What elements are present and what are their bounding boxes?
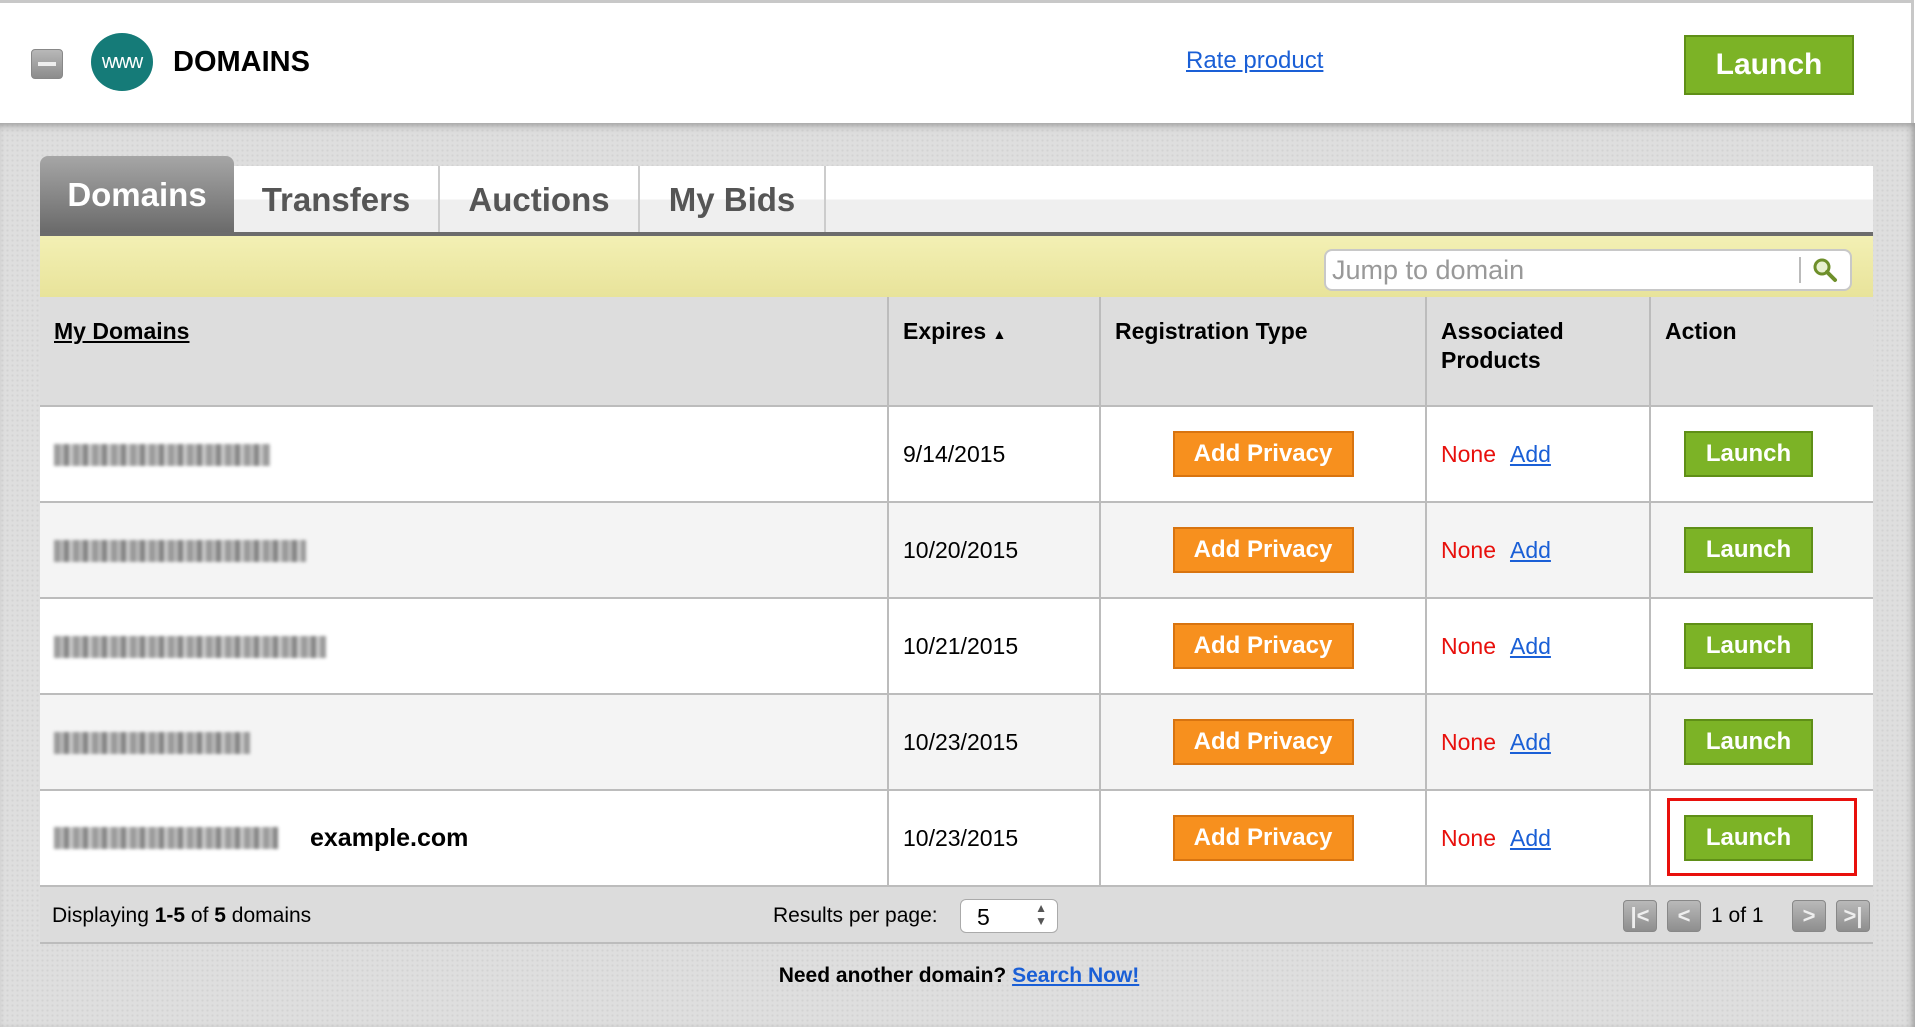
sort-ascending-icon: ▲ [992,326,1007,342]
rate-product-link[interactable]: Rate product [1186,47,1324,74]
domain-cell [40,598,889,695]
column-registration-type: Registration Type [1100,297,1427,407]
add-privacy-button[interactable]: Add Privacy [1172,623,1354,669]
add-product-link[interactable]: Add [1509,536,1551,563]
table-row: 10/20/2015 Add Privacy None Add Launch [40,502,1873,599]
launch-button-header[interactable]: Launch [1684,35,1854,95]
displaying-count: Displaying 1-5 of 5 domains [52,904,312,927]
results-per-page-select[interactable]: 5 ▲ ▼ [960,899,1058,933]
column-expires[interactable]: Expires ▲ [888,297,1101,407]
action-cell: Launch [1650,598,1873,695]
table-row: 10/21/2015 Add Privacy None Add Launch [40,598,1873,695]
products-none: None [1441,632,1496,659]
launch-button[interactable]: Launch [1684,431,1813,477]
page-indicator: 1 of 1 [1711,904,1764,927]
add-privacy-button[interactable]: Add Privacy [1172,431,1354,477]
search-now-link[interactable]: Search Now! [1012,964,1140,987]
previous-page-button[interactable]: < [1667,900,1701,932]
add-product-link[interactable]: Add [1509,632,1551,659]
collapse-icon[interactable] [31,49,63,79]
redacted-domain-name[interactable] [54,732,250,755]
last-page-button[interactable]: >| [1836,900,1870,932]
tab-domains[interactable]: Domains [40,156,234,233]
add-product-link[interactable]: Add [1509,440,1551,467]
tab-bar [40,166,1873,233]
products-cell: None Add [1426,694,1651,791]
highlight-box [1667,798,1857,876]
domains-table: My Domains Expires ▲ Registration Type A… [40,297,1873,887]
column-my-domains[interactable]: My Domains [40,297,889,407]
tab-transfers[interactable]: Transfers [234,166,440,233]
next-page-button[interactable]: > [1792,900,1826,932]
expires-cell: 9/14/2015 [888,406,1101,503]
domain-annotation: example.com [310,823,469,852]
tab-underline [40,232,1873,236]
action-cell: Launch [1650,502,1873,599]
table-row: 9/14/2015 Add Privacy None Add Launch [40,406,1873,503]
launch-button[interactable]: Launch [1684,719,1813,765]
registration-cell: Add Privacy [1100,406,1427,503]
redacted-domain-name[interactable] [54,540,306,563]
redacted-domain-name[interactable] [54,444,270,467]
app-header [0,0,1914,123]
table-row: example.com 10/23/2015 Add Privacy None A… [40,790,1873,887]
add-product-link[interactable]: Add [1509,824,1551,851]
domain-cell [40,694,889,791]
launch-button[interactable]: Launch [1684,527,1813,573]
registration-cell: Add Privacy [1100,598,1427,695]
domain-cell [40,406,889,503]
action-cell: Launch [1650,694,1873,791]
products-cell: None Add [1426,598,1651,695]
add-privacy-button[interactable]: Add Privacy [1172,815,1354,861]
need-another-domain: Need another domain? Search Now! [778,964,1140,987]
redacted-domain-name[interactable] [54,827,278,850]
expires-cell: 10/21/2015 [888,598,1101,695]
table-row: 10/23/2015 Add Privacy None Add Launch [40,694,1873,791]
domain-cell: example.com [40,790,889,887]
products-none: None [1441,728,1496,755]
products-cell: None Add [1426,406,1651,503]
registration-cell: Add Privacy [1100,790,1427,887]
search-divider [1799,257,1801,283]
column-associated-products: Associated Products [1426,297,1651,407]
www-globe-icon: www [91,33,153,91]
products-none: None [1441,440,1496,467]
table-footer: Displaying 1-5 of 5 domains Results per … [40,887,1873,944]
tab-my-bids[interactable]: My Bids [640,166,826,233]
products-none: None [1441,536,1496,563]
add-product-link[interactable]: Add [1509,728,1551,755]
tab-auctions[interactable]: Auctions [440,166,640,233]
column-action: Action [1650,297,1873,407]
select-arrows-icon: ▲ ▼ [1035,901,1047,928]
page-title: DOMAINS [173,46,310,78]
add-privacy-button[interactable]: Add Privacy [1172,527,1354,573]
domain-cell [40,502,889,599]
jump-to-domain-input[interactable] [1332,254,1792,286]
launch-button[interactable]: Launch [1684,623,1813,669]
registration-cell: Add Privacy [1100,694,1427,791]
expires-cell: 10/20/2015 [888,502,1101,599]
action-cell: Launch [1650,406,1873,503]
expires-cell: 10/23/2015 [888,790,1101,887]
registration-cell: Add Privacy [1100,502,1427,599]
action-cell: Launch [1650,790,1873,887]
logo-text: www [101,50,143,73]
redacted-domain-name[interactable] [54,636,326,659]
launch-button[interactable]: Launch [1684,815,1813,861]
results-per-page-label: Results per page: [773,904,938,927]
products-cell: None Add [1426,790,1651,887]
jump-to-domain-search [1324,249,1852,291]
table-header-row: My Domains Expires ▲ Registration Type A… [40,297,1873,407]
products-cell: None Add [1426,502,1651,599]
first-page-button[interactable]: |< [1623,900,1657,932]
add-privacy-button[interactable]: Add Privacy [1172,719,1354,765]
expires-cell: 10/23/2015 [888,694,1101,791]
search-icon[interactable] [1810,255,1840,285]
products-none: None [1441,824,1496,851]
